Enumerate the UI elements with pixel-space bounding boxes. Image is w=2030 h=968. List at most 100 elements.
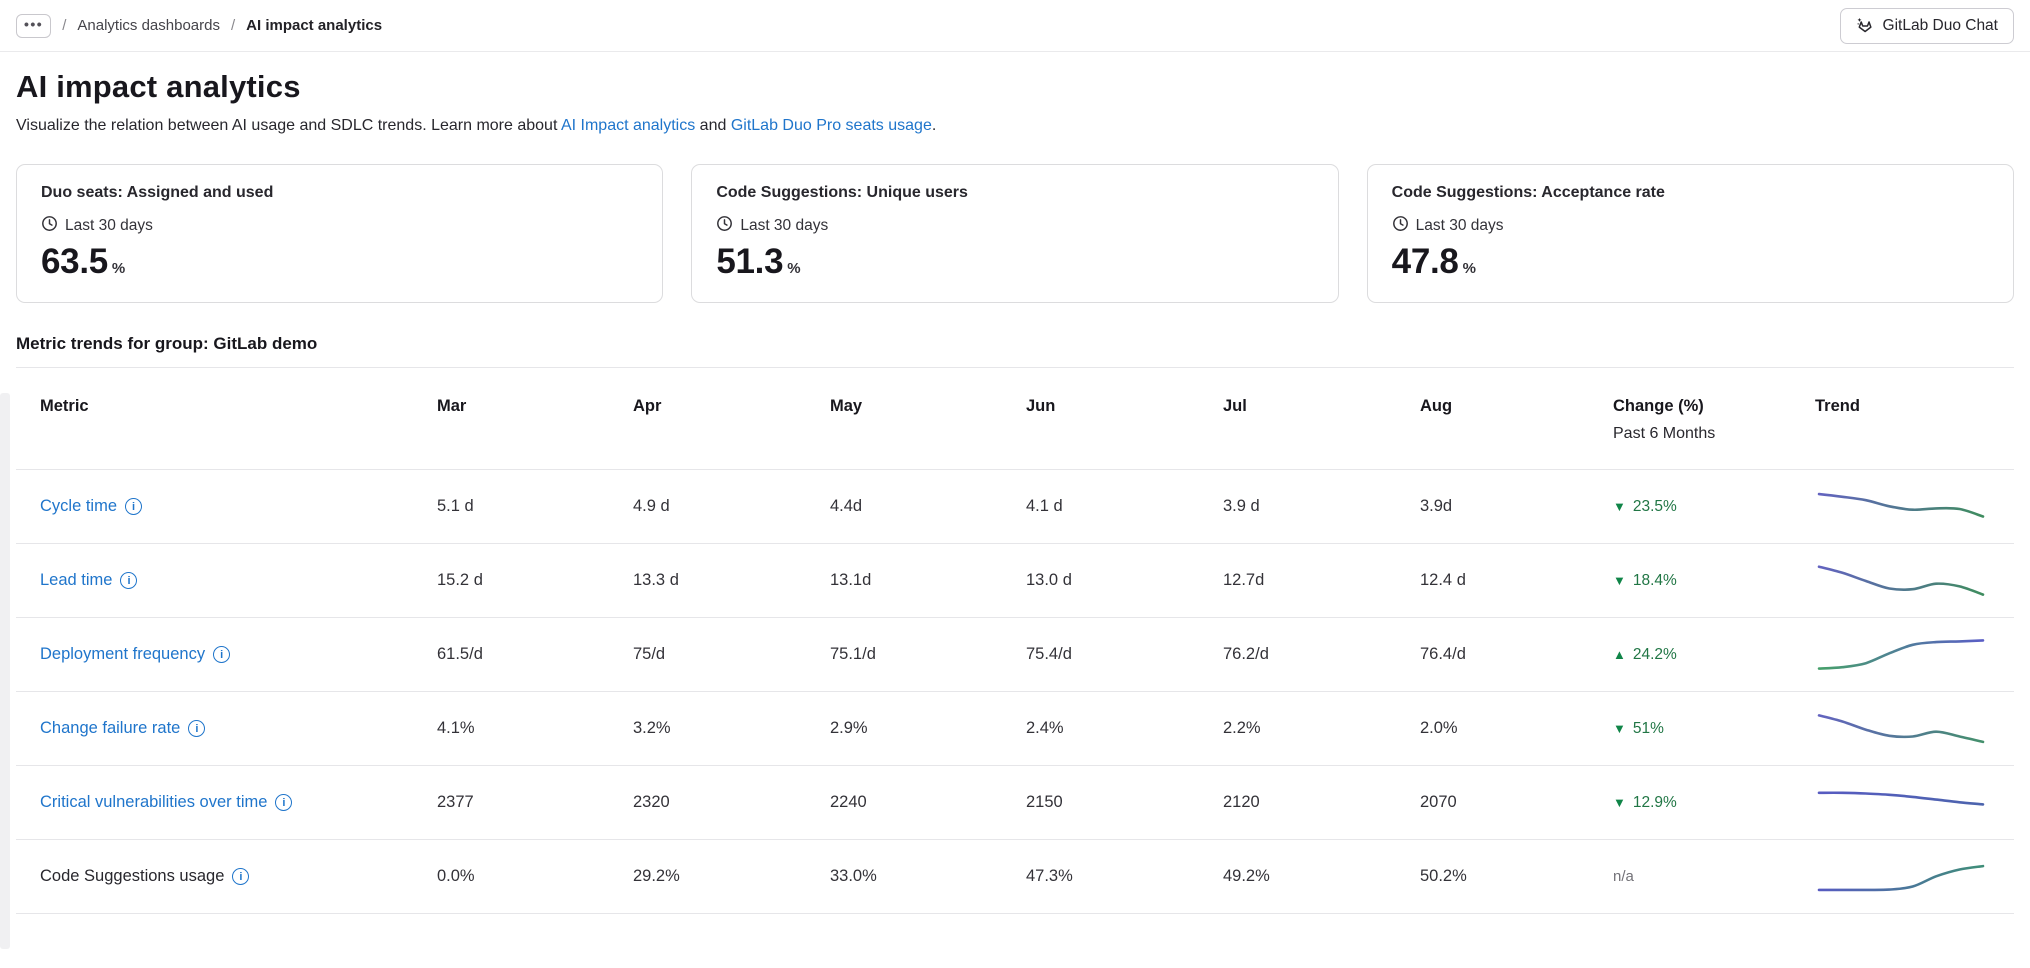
duo-pro-seats-usage-link[interactable]: GitLab Duo Pro seats usage <box>730 117 932 134</box>
metric-value: 75/d <box>633 645 666 663</box>
metric-value: 12.4 d <box>1420 571 1466 589</box>
trend-sparkline <box>1817 864 1985 891</box>
metric-value: 76.4/d <box>1420 645 1466 663</box>
column-header-metric: Metric <box>40 397 89 415</box>
breadcrumb: ••• / Analytics dashboards / AI impact a… <box>0 0 2030 52</box>
metric-value: 2.4% <box>1026 719 1064 737</box>
breadcrumb-separator: / <box>62 17 67 34</box>
table-row: Lead time 15.2 d 13.3 d 13.1d 13.0 d 12.7d 12… <box>16 544 2014 618</box>
metric-value: 2240 <box>830 793 867 811</box>
trend-cell <box>1815 634 2014 676</box>
trend-cell <box>1815 708 2014 750</box>
metric-value: 15.2 d <box>437 571 483 589</box>
column-header-month: May <box>830 397 863 415</box>
metric-link[interactable]: Lead time <box>40 571 113 589</box>
metric-value: 3.9d <box>1420 497 1453 515</box>
column-header-month: Apr <box>633 397 662 415</box>
metric-value: 2377 <box>437 793 474 811</box>
metric-value: 50.2% <box>1420 867 1467 885</box>
metric-value: 13.1d <box>830 571 872 589</box>
breadcrumb-analytics-dashboards[interactable]: Analytics dashboards <box>77 17 220 34</box>
metric-value: 12.7d <box>1223 571 1265 589</box>
table-panel-handle <box>0 393 10 949</box>
change-value: 51% <box>1632 719 1664 737</box>
metric-value: 2320 <box>633 793 670 811</box>
table-row: Critical vulnerabilities over time 2377 2… <box>16 766 2014 840</box>
clock-icon <box>41 215 58 237</box>
metric-value: 2150 <box>1026 793 1063 811</box>
metric-value: 4.4d <box>830 497 863 515</box>
metric-link[interactable]: Critical vulnerabilities over time <box>40 793 268 811</box>
duo-chat-button[interactable]: GitLab Duo Chat <box>1839 7 2014 44</box>
card-title: Duo seats: Assigned and used <box>41 184 274 201</box>
metric-link[interactable]: Deployment frequency <box>40 645 206 663</box>
description-text: and <box>695 117 731 134</box>
metric-card: Code Suggestions: Unique users Last 30 d… <box>691 164 1339 303</box>
change-cell: ▼ 12.9% <box>1613 794 1815 812</box>
info-icon[interactable] <box>275 794 293 811</box>
change-direction-icon: ▼ <box>1613 573 1626 588</box>
info-icon[interactable] <box>188 720 206 737</box>
metric-value: 4.9 d <box>633 497 670 515</box>
metric-value: 2.2% <box>1223 719 1261 737</box>
change-value: 23.5% <box>1632 497 1677 515</box>
info-icon[interactable] <box>232 868 250 885</box>
column-header-month: Jun <box>1026 397 1056 415</box>
change-value: 12.9% <box>1632 793 1677 811</box>
change-direction-icon: ▼ <box>1613 795 1626 810</box>
section-title: Metric trends for group: GitLab demo <box>16 334 318 353</box>
trend-cell <box>1815 782 2014 824</box>
metric-cards: Duo seats: Assigned and used Last 30 day… <box>16 164 2014 303</box>
card-title: Code Suggestions: Unique users <box>716 184 968 201</box>
description-text: . <box>931 117 937 134</box>
info-icon[interactable] <box>213 646 231 663</box>
metric-value: 75.4/d <box>1026 645 1072 663</box>
change-direction-icon: ▼ <box>1613 721 1626 736</box>
ellipsis-icon: ••• <box>24 15 44 32</box>
breadcrumb-separator: / <box>230 17 236 34</box>
breadcrumb-ellipsis-button[interactable]: ••• <box>16 13 52 38</box>
change-direction-icon: ▼ <box>1613 499 1626 514</box>
clock-icon <box>716 215 733 237</box>
metric-value: 2120 <box>1223 793 1260 811</box>
change-cell: ▼ 18.4% <box>1613 572 1815 590</box>
change-value: 24.2% <box>1632 645 1677 663</box>
change-value: 18.4% <box>1632 571 1677 589</box>
metric-value: 75.1/d <box>830 645 876 663</box>
table-row: Change failure rate 4.1% 3.2% 2.9% 2.4% 2.2%… <box>16 692 2014 766</box>
metric-link[interactable]: Change failure rate <box>40 719 181 737</box>
change-cell: n/a <box>1613 868 1815 885</box>
metric-value: 76.2/d <box>1223 645 1269 663</box>
metric-value: 5.1 d <box>437 497 474 515</box>
metric-value: 47.3% <box>1026 867 1073 885</box>
card-unit: % <box>1462 260 1476 277</box>
page-description: Visualize the relation between AI usage … <box>16 117 2014 135</box>
trend-cell <box>1815 560 2014 602</box>
trend-sparkline <box>1817 564 1985 596</box>
table-row: Deployment frequency 61.5/d 75/d 75.1/d 75.… <box>16 618 2014 692</box>
change-direction-icon: ▲ <box>1613 647 1626 662</box>
trend-sparkline <box>1817 790 1985 806</box>
metric-value: 4.1 d <box>1026 497 1063 515</box>
description-text: Visualize the relation between AI usage … <box>16 117 561 134</box>
column-header-month: Jul <box>1223 397 1247 415</box>
metric-link[interactable]: Cycle time <box>40 497 118 515</box>
duo-chat-button-label: GitLab Duo Chat <box>1882 16 1998 34</box>
column-header-change-line2: Past 6 Months <box>1613 425 1716 442</box>
clock-icon <box>1392 215 1409 237</box>
metric-card: Code Suggestions: Acceptance rate Last 3… <box>1366 164 2014 303</box>
change-cell: ▼ 23.5% <box>1613 498 1815 516</box>
info-icon[interactable] <box>120 572 138 589</box>
metric-value: 49.2% <box>1223 867 1270 885</box>
card-unit: % <box>111 260 126 277</box>
table-row: Code Suggestions usage 0.0% 29.2% 33.0% 47.… <box>16 840 2014 914</box>
trend-sparkline <box>1817 713 1985 743</box>
trend-cell <box>1815 486 2014 528</box>
metric-value: 2.0% <box>1420 719 1458 737</box>
metric-value: 3.9 d <box>1223 497 1260 515</box>
page-title: AI impact analytics <box>16 69 301 104</box>
info-icon[interactable] <box>125 498 143 515</box>
card-period: Last 30 days <box>1415 217 1504 234</box>
ai-impact-analytics-link[interactable]: AI Impact analytics <box>560 117 696 134</box>
change-value: n/a <box>1613 868 1634 885</box>
